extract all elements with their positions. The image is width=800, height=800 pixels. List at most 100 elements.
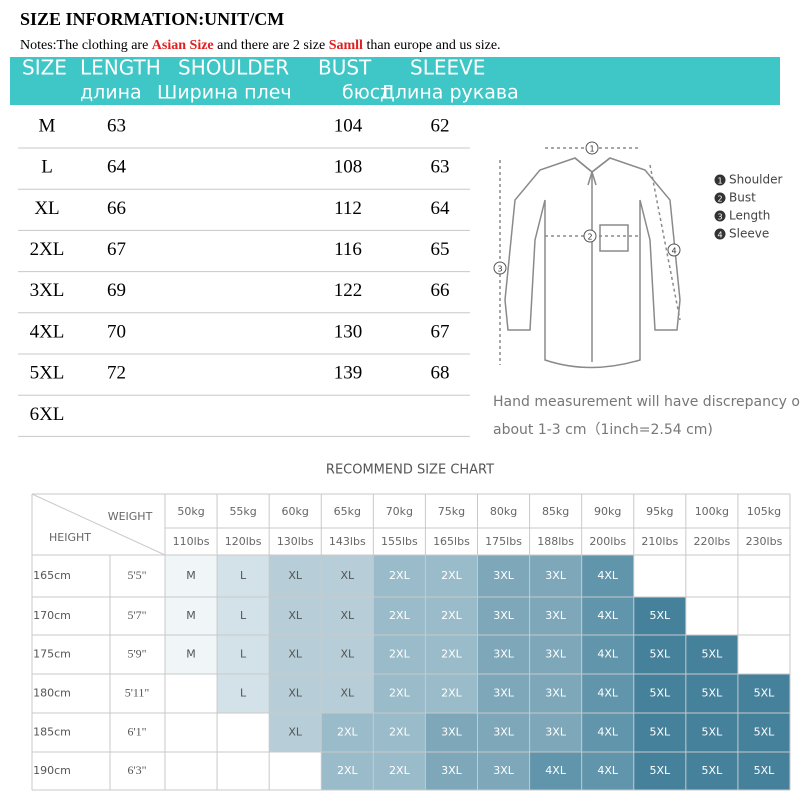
recommend-size: 3XL	[493, 726, 515, 739]
size-cell: 6XL	[30, 404, 65, 425]
recommend-size: 5XL	[702, 764, 724, 777]
recommend-size: L	[240, 569, 247, 582]
note-text: Notes:The clothing are	[20, 38, 152, 53]
recommend-size: XL	[288, 648, 303, 661]
column-header: BUST	[318, 56, 372, 80]
size-cell: 64	[431, 198, 451, 219]
size-cell: 72	[107, 363, 126, 384]
marker	[585, 141, 599, 155]
size-cell-bg	[581, 555, 634, 597]
size-cell-bg	[529, 597, 582, 635]
size-cell-bg	[581, 597, 634, 635]
size-cell-bg	[529, 555, 582, 597]
weight-kg: 75kg	[438, 505, 465, 518]
height-ft: 5'5"	[127, 568, 146, 582]
column-header-ru: Ширина плеч	[157, 82, 292, 104]
height-cm: 190cm	[33, 764, 71, 777]
size-cell-bg	[165, 635, 218, 674]
column-header-ru: длина	[80, 82, 142, 104]
size-cell-bg	[269, 713, 322, 752]
size-cell-bg	[633, 597, 686, 635]
recommend-size: 4XL	[597, 764, 619, 777]
recommend-size: 3XL	[545, 648, 567, 661]
size-cell-bg	[581, 635, 634, 674]
legend-label: Shoulder	[729, 173, 783, 187]
size-cell: 4XL	[30, 321, 65, 342]
recommend-size: 2XL	[389, 648, 411, 661]
legend-number: 2	[717, 195, 722, 204]
legend-label: Length	[729, 209, 770, 223]
weight-lbs: 188lbs	[537, 535, 574, 548]
size-cell: 69	[107, 280, 126, 301]
recommend-size: XL	[340, 609, 355, 622]
size-cell: 64	[107, 157, 127, 178]
column-header: SIZE	[22, 56, 67, 80]
height-ft: 5'11"	[125, 685, 150, 699]
size-cell-bg	[373, 597, 426, 635]
size-cell: 108	[334, 157, 363, 178]
size-cell-bg	[685, 713, 738, 752]
recommend-size: 2XL	[441, 609, 463, 622]
size-cell: 2XL	[30, 239, 65, 260]
recommend-size: M	[186, 609, 196, 622]
height-cm: 180cm	[33, 687, 71, 700]
size-cell-bg	[321, 635, 374, 674]
recommend-size: XL	[340, 648, 355, 661]
size-cell-bg	[269, 597, 322, 635]
height-label: HEIGHT	[49, 531, 91, 544]
size-cell-bg	[269, 635, 322, 674]
height-ft: 6'1"	[127, 724, 146, 738]
recommend-size: 3XL	[493, 687, 515, 700]
column-header: LENGTH	[80, 56, 161, 80]
weight-lbs: 155lbs	[381, 535, 418, 548]
recommend-size: 2XL	[441, 687, 463, 700]
size-cell-bg	[425, 555, 478, 597]
size-cell: M	[39, 115, 56, 136]
size-cell-bg	[165, 555, 218, 597]
column-header-ru: Длина рукава	[380, 82, 519, 104]
recommend-size: 3XL	[545, 609, 567, 622]
size-cell: 68	[431, 363, 450, 384]
measure-note: Hand measurement will have discrepancy o…	[493, 394, 800, 410]
size-cell-bg	[477, 635, 530, 674]
recommend-size: 2XL	[441, 648, 463, 661]
size-cell: 67	[431, 321, 450, 342]
legend-dot	[714, 228, 726, 240]
size-cell-bg	[529, 752, 582, 790]
size-cell: 62	[431, 115, 450, 136]
size-cell: 139	[334, 363, 363, 384]
column-header: SLEEVE	[410, 56, 485, 80]
weight-kg: 90kg	[594, 505, 621, 518]
recommend-size: 5XL	[702, 726, 724, 739]
size-cell: L	[41, 157, 53, 178]
recommend-size: 2XL	[337, 726, 359, 739]
size-cell-bg	[217, 597, 270, 635]
size-cell: 5XL	[30, 363, 65, 384]
weight-kg: 50kg	[177, 505, 204, 518]
weight-lbs: 165lbs	[433, 535, 470, 548]
recommend-size: 5XL	[649, 726, 671, 739]
size-cell-bg	[633, 635, 686, 674]
recommend-size: 2XL	[389, 687, 411, 700]
size-cell-bg	[737, 713, 790, 752]
size-cell-bg	[581, 752, 634, 790]
size-cell: 104	[334, 115, 363, 136]
recommend-size: 5XL	[754, 687, 776, 700]
recommend-size: M	[186, 569, 196, 582]
recommend-size: 2XL	[389, 569, 411, 582]
recommend-size: 3XL	[545, 569, 567, 582]
recommend-size: 3XL	[441, 764, 463, 777]
size-cell-bg	[373, 713, 426, 752]
size-cell-bg	[529, 713, 582, 752]
size-cell-bg	[685, 752, 738, 790]
weight-lbs: 230lbs	[746, 535, 783, 548]
measure-note: about 1-3 cm（1inch=2.54 cm)	[493, 422, 713, 438]
weight-lbs: 200lbs	[589, 535, 626, 548]
weight-label: WEIGHT	[108, 510, 153, 523]
size-cell: 67	[107, 239, 126, 260]
size-cell: 66	[107, 198, 126, 219]
column-header-ru: бюст	[342, 82, 391, 104]
note-text: and there are 2 size	[214, 38, 329, 53]
recommend-size: 3XL	[493, 609, 515, 622]
